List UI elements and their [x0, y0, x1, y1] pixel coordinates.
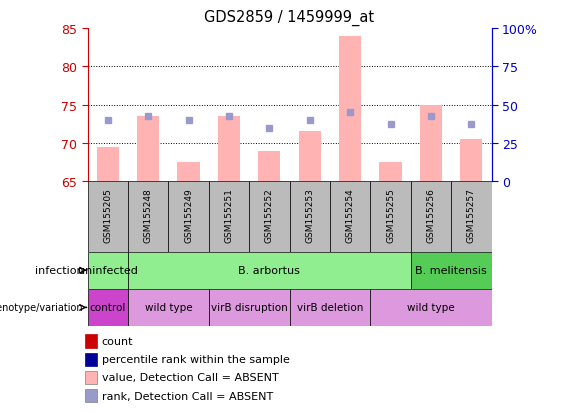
Text: GSM155253: GSM155253 — [305, 188, 314, 242]
Bar — [249, 182, 289, 252]
Bar — [128, 289, 209, 326]
Text: GSM155251: GSM155251 — [224, 188, 233, 242]
Bar — [339, 36, 361, 182]
Text: wild type: wild type — [145, 303, 192, 313]
Bar — [330, 182, 371, 252]
Text: count: count — [102, 336, 133, 346]
Bar — [299, 132, 321, 182]
Bar — [85, 371, 97, 384]
Bar — [380, 163, 402, 182]
Bar — [209, 289, 290, 326]
Text: B. arbortus: B. arbortus — [238, 266, 301, 275]
Bar — [290, 289, 371, 326]
Bar — [460, 140, 483, 182]
Text: GSM155256: GSM155256 — [427, 188, 436, 242]
Bar — [168, 182, 209, 252]
Text: infection: infection — [35, 266, 84, 275]
Bar — [290, 182, 330, 252]
Bar — [128, 252, 411, 289]
Text: virB deletion: virB deletion — [297, 303, 363, 313]
Bar — [258, 151, 280, 182]
Bar — [88, 289, 128, 326]
Bar — [411, 182, 451, 252]
Text: percentile rank within the sample: percentile rank within the sample — [102, 354, 290, 364]
Text: genotype/variation: genotype/variation — [0, 303, 84, 313]
Text: uninfected: uninfected — [78, 266, 138, 275]
Bar — [88, 252, 128, 289]
Text: GSM155248: GSM155248 — [144, 188, 153, 242]
Text: control: control — [90, 303, 126, 313]
Bar — [411, 252, 492, 289]
Text: GSM155257: GSM155257 — [467, 188, 476, 242]
Text: virB disruption: virB disruption — [211, 303, 288, 313]
Bar — [371, 289, 492, 326]
Text: GSM155205: GSM155205 — [103, 188, 112, 242]
Bar — [97, 147, 119, 182]
Text: GSM155255: GSM155255 — [386, 188, 395, 242]
Text: value, Detection Call = ABSENT: value, Detection Call = ABSENT — [102, 373, 279, 382]
Bar — [88, 182, 128, 252]
Bar — [218, 117, 240, 182]
Bar — [137, 117, 159, 182]
Bar — [85, 335, 97, 348]
Text: B. melitensis: B. melitensis — [415, 266, 487, 275]
Title: GDS2859 / 1459999_at: GDS2859 / 1459999_at — [205, 10, 375, 26]
Bar — [85, 389, 97, 402]
Text: rank, Detection Call = ABSENT: rank, Detection Call = ABSENT — [102, 391, 273, 401]
Bar — [420, 105, 442, 182]
Text: GSM155249: GSM155249 — [184, 188, 193, 242]
Bar — [371, 182, 411, 252]
Bar — [451, 182, 492, 252]
Text: wild type: wild type — [407, 303, 455, 313]
Bar — [85, 353, 97, 366]
Bar — [209, 182, 249, 252]
Bar — [177, 163, 199, 182]
Text: GSM155252: GSM155252 — [265, 188, 274, 242]
Text: GSM155254: GSM155254 — [346, 188, 355, 242]
Bar — [128, 182, 168, 252]
